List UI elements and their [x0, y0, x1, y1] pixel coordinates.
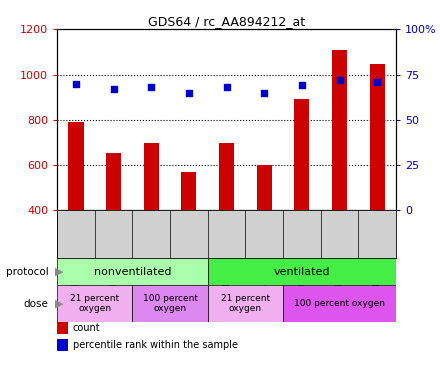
Bar	[283, 285, 396, 322]
Bar	[132, 285, 208, 322]
Text: count: count	[73, 323, 100, 333]
Point	[298, 82, 305, 88]
Point	[148, 84, 155, 90]
Text: ventilated: ventilated	[274, 267, 330, 277]
Bar	[144, 142, 159, 210]
Text: 21 percent
oxygen: 21 percent oxygen	[221, 294, 270, 314]
Point	[73, 81, 80, 86]
Text: protocol: protocol	[6, 267, 48, 277]
Bar	[69, 122, 84, 210]
Point	[261, 90, 268, 96]
Text: ▶: ▶	[55, 299, 63, 309]
Text: dose: dose	[23, 299, 48, 309]
Bar	[294, 100, 309, 210]
Point	[223, 84, 230, 90]
Point	[110, 86, 117, 92]
Text: nonventilated: nonventilated	[94, 267, 171, 277]
Point	[336, 77, 343, 83]
Bar	[57, 285, 132, 322]
Bar	[208, 285, 283, 322]
Bar	[181, 172, 197, 210]
Text: 21 percent
oxygen: 21 percent oxygen	[70, 294, 119, 314]
Bar	[219, 142, 234, 210]
Text: 100 percent
oxygen: 100 percent oxygen	[143, 294, 198, 314]
Text: ▶: ▶	[55, 267, 63, 277]
Text: percentile rank within the sample: percentile rank within the sample	[73, 340, 238, 350]
Point	[185, 90, 192, 96]
Bar	[106, 153, 121, 210]
Bar	[257, 165, 272, 210]
Text: 100 percent oxygen: 100 percent oxygen	[294, 299, 385, 308]
Point	[374, 79, 381, 85]
Bar	[332, 50, 347, 210]
Title: GDS64 / rc_AA894212_at: GDS64 / rc_AA894212_at	[148, 15, 305, 28]
Bar	[57, 258, 208, 285]
Bar	[208, 258, 396, 285]
Bar	[370, 64, 385, 210]
